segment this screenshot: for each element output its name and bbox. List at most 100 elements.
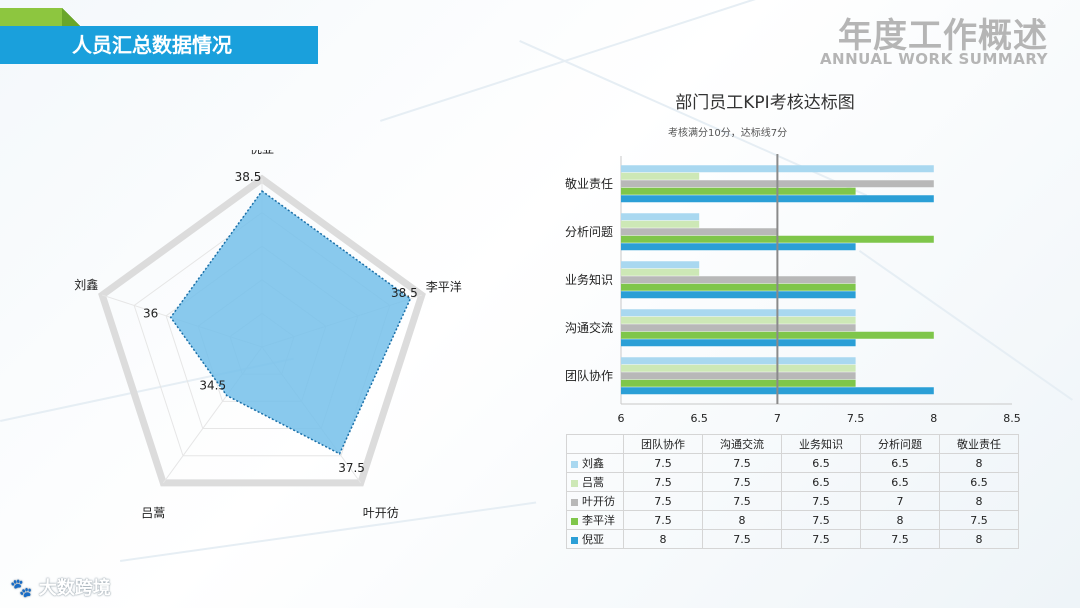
header-fold	[62, 8, 80, 26]
bar	[621, 276, 856, 284]
table-cell: 7.5	[939, 510, 1019, 530]
table-cell: 7	[860, 491, 940, 511]
watermark-logo-icon: 🐾	[10, 578, 33, 599]
table-column-header: 沟通交流	[702, 434, 782, 454]
bar	[621, 220, 700, 228]
table-header-row: 团队协作 沟通交流 业务知识 分析问题 敬业责任	[566, 434, 1019, 454]
table-row: 吕蒿 7.5 7.5 6.5 6.5 6.5	[566, 472, 1019, 492]
table-cell: 6.5	[860, 453, 940, 473]
watermark-text: 大数跨境	[38, 578, 111, 599]
x-tick-label: 6	[618, 412, 625, 425]
bar	[621, 268, 700, 276]
table-cell: 7.5	[781, 529, 861, 549]
legend-swatch	[571, 517, 578, 525]
table-series-label: 倪亚	[566, 529, 624, 549]
table-cell: 7.5	[623, 453, 703, 473]
bar-chart-subtitle: 考核满分10分，达标线7分	[668, 128, 788, 139]
bar	[621, 187, 856, 195]
category-label: 沟通交流	[565, 320, 613, 335]
radar-axis-label: 李平洋	[426, 279, 462, 294]
table-cell: 7.5	[702, 453, 782, 473]
table-column-header: 分析问题	[860, 434, 940, 454]
bar	[621, 291, 856, 299]
category-label: 分析问题	[565, 225, 613, 239]
table-series-label: 李平洋	[566, 510, 624, 530]
table-row: 刘鑫 7.5 7.5 6.5 6.5 8	[566, 453, 1019, 473]
table-cell: 7.5	[702, 491, 782, 511]
section-title: 人员汇总数据情况	[72, 33, 232, 57]
radar-value-label: 36	[143, 306, 158, 320]
table-cell: 7.5	[781, 491, 861, 511]
table-cell: 6.5	[781, 472, 861, 492]
bar	[621, 324, 856, 332]
table-series-label: 叶开彷	[566, 491, 624, 511]
legend-swatch	[571, 536, 578, 544]
table-column-header: 业务知识	[781, 434, 861, 454]
x-tick-label: 7.5	[847, 412, 865, 425]
table-cell: 8	[623, 529, 703, 549]
series-name: 刘鑫	[582, 457, 604, 470]
bar	[621, 172, 700, 180]
bar	[621, 243, 856, 251]
bar-chart: 团队协作 沟通交流 业务知识 分析问题 敬业责任 6 6.5 7 7.5 8 8.5	[565, 154, 1021, 425]
series-name: 李平洋	[582, 514, 615, 527]
section-header-bar	[0, 26, 318, 64]
radar-value-label: 38.5	[391, 286, 418, 300]
data-table: 团队协作 沟通交流 业务知识 分析问题 敬业责任 刘鑫 7.5 7.5 6.5 6.5 8 吕蒿 7.…	[566, 434, 1019, 549]
radar-axis-label: 倪亚	[250, 150, 274, 156]
table-cell: 8	[702, 510, 782, 530]
bar	[621, 213, 700, 221]
x-tick-label: 7	[774, 412, 781, 425]
table-cell: 6.5	[939, 472, 1019, 492]
series-name: 吕蒿	[582, 476, 604, 489]
table-cell: 8	[939, 529, 1019, 549]
x-tick-label: 8	[930, 412, 937, 425]
table-cell: 8	[939, 491, 1019, 511]
legend-swatch	[571, 460, 578, 468]
table-series-label: 刘鑫	[566, 453, 624, 473]
table-cell: 8	[860, 510, 940, 530]
radar-grid-ring	[98, 174, 426, 487]
table-row: 李平洋 7.5 8 7.5 8 7.5	[566, 510, 1019, 530]
table-cell: 7.5	[623, 472, 703, 492]
table-series-label: 吕蒿	[566, 472, 624, 492]
bar	[621, 316, 856, 324]
bar	[621, 379, 856, 387]
bar-chart-title: 部门员工KPI考核达标图	[675, 93, 855, 113]
table-column-header: 敬业责任	[939, 434, 1019, 454]
x-tick-label: 6.5	[690, 412, 708, 425]
table-cell: 7.5	[702, 529, 782, 549]
table-cell: 6.5	[860, 472, 940, 492]
table-cell: 7.5	[623, 491, 703, 511]
table-cell: 7.5	[781, 510, 861, 530]
radar-axis-label: 刘鑫	[74, 277, 98, 292]
radar-chart: 倪亚 38.5 李平洋 38.5 叶开彷 37.5 吕蒿 34.5 刘鑫 36	[74, 150, 462, 520]
bar	[621, 364, 856, 372]
radar-value-label: 38.5	[235, 170, 262, 184]
radar-value-label: 34.5	[199, 379, 226, 393]
radar-series-area	[169, 189, 412, 455]
series-name: 倪亚	[582, 533, 604, 546]
category-label: 业务知识	[565, 272, 613, 287]
watermark: 🐾 大数跨境	[10, 574, 111, 600]
bar	[621, 309, 856, 317]
category-label: 团队协作	[565, 368, 613, 383]
bar	[621, 228, 778, 236]
category-label: 敬业责任	[565, 177, 613, 191]
bar	[621, 372, 856, 380]
table-cell: 7.5	[623, 510, 703, 530]
bar	[621, 261, 700, 269]
table-cell: 7.5	[702, 472, 782, 492]
bar	[621, 357, 856, 365]
radar-axis-label: 吕蒿	[141, 506, 165, 520]
table-row: 叶开彷 7.5 7.5 7.5 7 8	[566, 491, 1019, 511]
legend-swatch	[571, 479, 578, 487]
radar-axis-label: 叶开彷	[363, 505, 399, 520]
bar	[621, 283, 856, 291]
table-cell: 8	[939, 453, 1019, 473]
brand-title-cn: 年度工作概述	[838, 16, 1048, 56]
legend-swatch	[571, 498, 578, 506]
series-name: 叶开彷	[582, 495, 615, 508]
x-tick-label: 8.5	[1003, 412, 1021, 425]
